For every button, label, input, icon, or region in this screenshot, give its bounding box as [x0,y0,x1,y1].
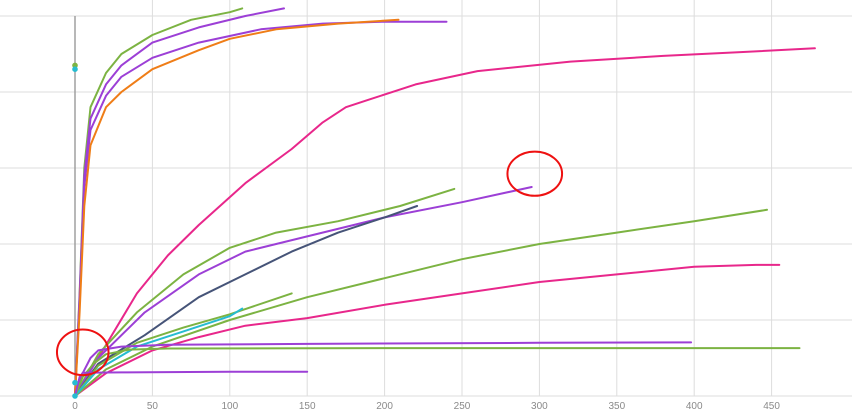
axis-marker-2 [72,379,78,386]
annotation-layer [55,150,564,377]
x-tick-label-1: 50 [147,401,159,411]
axis-marker-3 [72,393,78,399]
x-tick-label-7: 350 [608,401,625,411]
series-layer [72,7,816,399]
x-tick-label-5: 250 [454,401,471,411]
series-line-9 [74,208,768,397]
annotation-circle-1 [55,328,110,377]
x-tick-labels: 0 50 100 150 200 250 300 350 400 450 [72,401,780,411]
series-line-4 [74,47,816,397]
x-tick-label-2: 100 [221,401,238,411]
series-line-12 [74,341,693,397]
x-tick-label-0: 0 [72,401,78,411]
x-tick-label-8: 400 [686,401,703,411]
series-line-5 [74,263,781,397]
x-tick-label-3: 150 [299,401,316,411]
grid [0,0,852,397]
series-line-3 [74,18,400,397]
axis-marker-1 [72,66,78,72]
annotation-circle-0 [506,150,564,197]
series-line-11 [74,307,244,397]
series-line-8 [74,205,419,397]
x-tick-label-4: 200 [376,401,393,411]
series-line-6 [74,187,456,397]
series-line-14 [74,370,309,397]
x-tick-label-6: 300 [531,401,548,411]
series-line-7 [74,186,533,397]
x-tick-label-9: 450 [763,401,780,411]
